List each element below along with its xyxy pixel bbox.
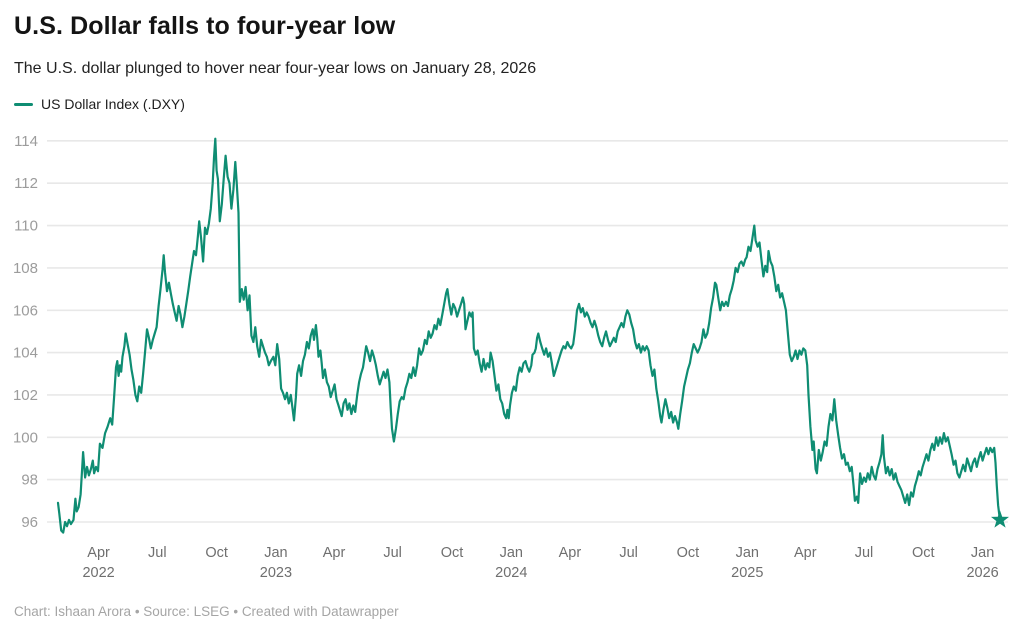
x-tick-label: Jul bbox=[148, 545, 167, 561]
chart-subtitle: The U.S. dollar plunged to hover near fo… bbox=[14, 60, 537, 77]
y-tick-label: 112 bbox=[14, 175, 38, 192]
x-tick-label: Apr bbox=[559, 545, 582, 561]
x-tick-label: Jan bbox=[736, 545, 759, 561]
x-tick-label: Apr bbox=[794, 545, 817, 561]
x-tick-year-label: 2023 bbox=[260, 565, 292, 581]
end-star-marker bbox=[991, 510, 1009, 528]
x-tick-label: Oct bbox=[912, 545, 935, 561]
x-tick-label: Oct bbox=[205, 545, 228, 561]
footer-credit: Chart: Ishaan Arora • Source: LSEG • Cre… bbox=[14, 604, 399, 619]
page-title: U.S. Dollar falls to four-year low bbox=[14, 12, 396, 40]
x-tick-label: Jul bbox=[619, 545, 638, 561]
y-tick-label: 104 bbox=[13, 345, 38, 362]
x-tick-label: Jul bbox=[383, 545, 402, 561]
x-tick-year-label: 2025 bbox=[731, 565, 763, 581]
y-tick-label: 98 bbox=[21, 472, 38, 489]
x-tick-label: Apr bbox=[87, 545, 110, 561]
x-tick-label: Jan bbox=[264, 545, 287, 561]
x-tick-label: Oct bbox=[677, 545, 700, 561]
y-tick-label: 102 bbox=[13, 387, 38, 404]
x-tick-label: Jan bbox=[500, 545, 523, 561]
y-tick-label: 108 bbox=[13, 260, 38, 277]
dxy-line bbox=[56, 137, 1002, 534]
x-tick-label: Oct bbox=[441, 545, 464, 561]
x-tick-label: Apr bbox=[323, 545, 346, 561]
x-tick-year-label: 2024 bbox=[495, 565, 527, 581]
y-tick-label: 96 bbox=[21, 514, 38, 531]
x-tick-year-label: 2022 bbox=[82, 565, 114, 581]
y-tick-label: 100 bbox=[13, 429, 38, 446]
chart-legend: US Dollar Index (.DXY) bbox=[14, 96, 185, 112]
x-tick-year-label: 2026 bbox=[966, 565, 998, 581]
y-tick-label: 110 bbox=[14, 218, 38, 235]
x-tick-label: Jan bbox=[971, 545, 994, 561]
y-tick-label: 106 bbox=[13, 302, 38, 319]
legend-line-swatch-icon bbox=[14, 102, 33, 106]
x-tick-label: Jul bbox=[855, 545, 874, 561]
legend-series-label: US Dollar Index (.DXY) bbox=[41, 96, 185, 112]
y-tick-label: 114 bbox=[14, 133, 38, 150]
